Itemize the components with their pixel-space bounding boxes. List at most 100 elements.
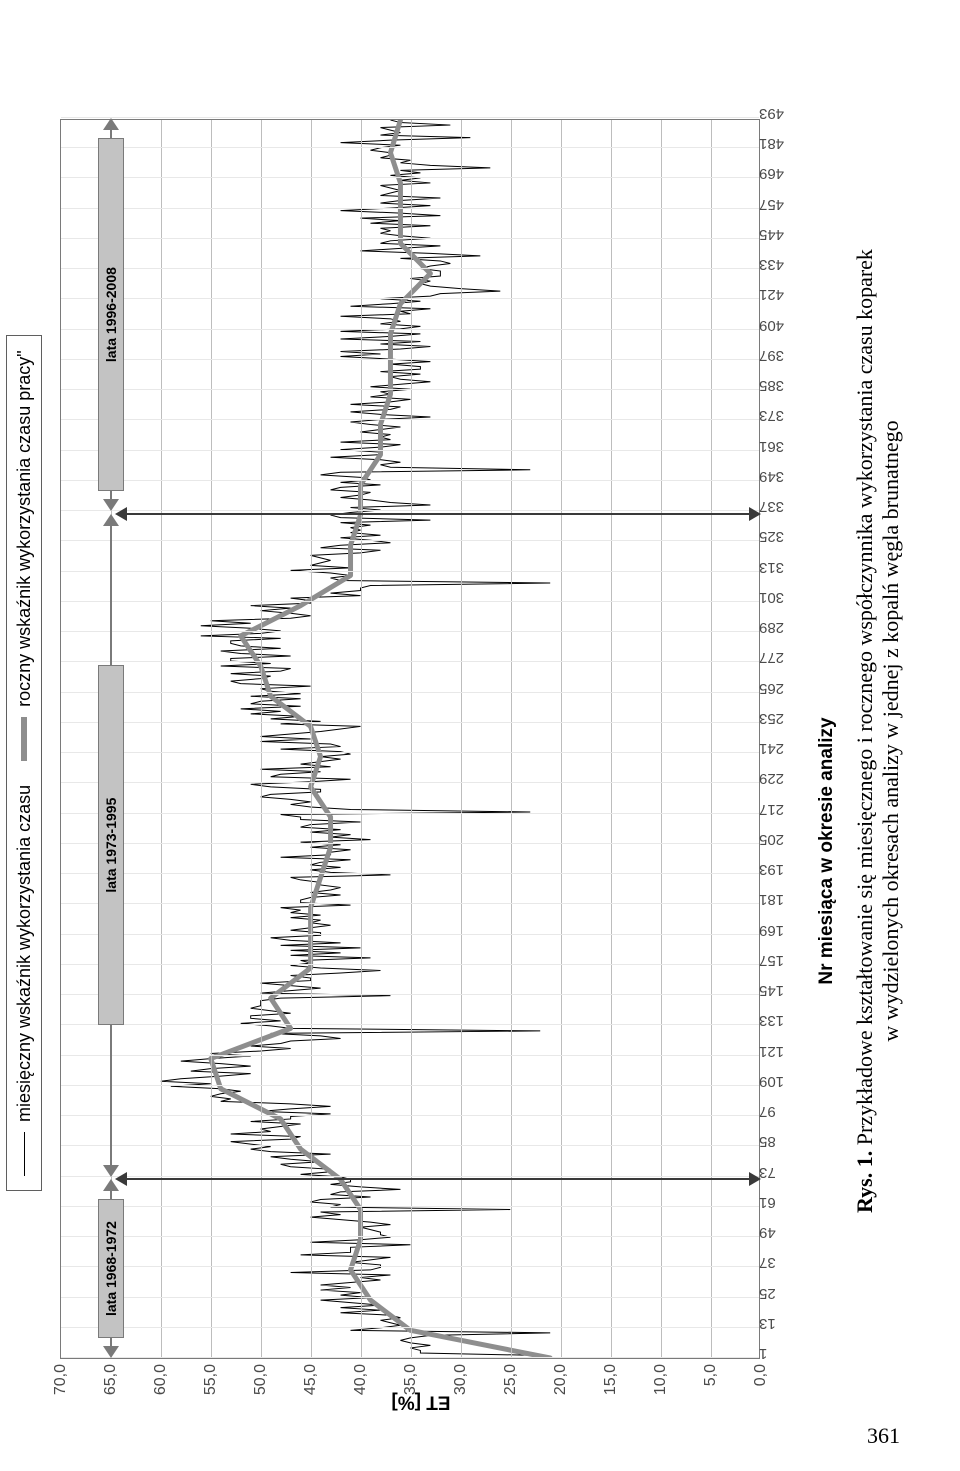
legend-swatch-thin bbox=[24, 1132, 25, 1176]
gridline-h bbox=[661, 120, 662, 1358]
figure-caption: Rys. 1. Przykładowe kształtowanie się mi… bbox=[852, 201, 904, 1261]
y-tick-label: 30,0 bbox=[452, 1358, 470, 1395]
y-tick-label: 70,0 bbox=[52, 1358, 70, 1395]
legend-label-monthly: miesięczny wskaźnik wykorzystania czasu bbox=[14, 785, 35, 1122]
x-tick-label: 157 bbox=[759, 952, 784, 969]
gridline-v bbox=[61, 843, 759, 844]
x-tick-label: 457 bbox=[759, 196, 784, 213]
y-tick-label: 0,0 bbox=[752, 1358, 770, 1386]
gridline-v bbox=[61, 994, 759, 995]
legend-item-annual: roczny wskaźnik wykorzystania czasu prac… bbox=[14, 350, 35, 761]
x-tick-label: 289 bbox=[759, 619, 784, 636]
caption-line1: Przykładowe kształtowanie się miesięczne… bbox=[852, 249, 877, 1145]
gridline-v bbox=[61, 419, 759, 420]
gridline-v bbox=[61, 1085, 759, 1086]
gridline-v bbox=[61, 117, 759, 118]
gridline-v bbox=[61, 450, 759, 451]
gridline-v bbox=[61, 1145, 759, 1146]
x-tick-label: 1 bbox=[759, 1345, 767, 1362]
gridline-v bbox=[61, 1327, 759, 1328]
y-tick-label: 10,0 bbox=[652, 1358, 670, 1395]
gridline-v bbox=[61, 480, 759, 481]
gridline-v bbox=[61, 208, 759, 209]
gridline-v bbox=[61, 1176, 759, 1177]
gridline-v bbox=[61, 389, 759, 390]
gridline-h bbox=[211, 120, 212, 1358]
arrow-head-right-icon bbox=[103, 118, 119, 130]
caption-prefix: Rys. 1. bbox=[852, 1151, 877, 1213]
period-label-box: lata 1996-2008 bbox=[98, 138, 124, 491]
x-tick-label: 229 bbox=[759, 770, 784, 787]
y-tick-label: 60,0 bbox=[152, 1358, 170, 1395]
plot-area: 0,05,010,015,020,025,030,035,040,045,050… bbox=[60, 119, 760, 1359]
x-tick-label: 481 bbox=[759, 135, 784, 152]
period-label-box: lata 1968-1972 bbox=[98, 1199, 124, 1338]
x-tick-label: 409 bbox=[759, 317, 784, 334]
x-tick-label: 217 bbox=[759, 801, 784, 818]
gridline-h bbox=[161, 120, 162, 1358]
x-tick-label: 13 bbox=[759, 1315, 776, 1332]
gridline-v bbox=[61, 540, 759, 541]
gridline-v bbox=[61, 873, 759, 874]
x-tick-label: 181 bbox=[759, 891, 784, 908]
gridline-v bbox=[61, 1236, 759, 1237]
arrow-head-down-icon bbox=[749, 507, 761, 521]
legend-item-monthly: miesięczny wskaźnik wykorzystania czasu bbox=[14, 785, 35, 1176]
x-tick-label: 265 bbox=[759, 680, 784, 697]
x-tick-label: 25 bbox=[759, 1285, 776, 1302]
gridline-v bbox=[61, 964, 759, 965]
period-label-box: lata 1973-1995 bbox=[98, 665, 124, 1025]
gridline-v bbox=[61, 1266, 759, 1267]
gridline-v bbox=[61, 1115, 759, 1116]
gridline-v bbox=[61, 1206, 759, 1207]
gridline-v bbox=[61, 661, 759, 662]
x-tick-label: 49 bbox=[759, 1224, 776, 1241]
gridline-v bbox=[61, 1055, 759, 1056]
arrow-head-left-icon bbox=[103, 1346, 119, 1358]
y-tick-label: 50,0 bbox=[252, 1358, 270, 1395]
gridline-v bbox=[61, 238, 759, 239]
gridline-h bbox=[511, 120, 512, 1358]
x-tick-label: 109 bbox=[759, 1073, 784, 1090]
x-tick-label: 301 bbox=[759, 589, 784, 606]
gridline-v bbox=[61, 268, 759, 269]
arrow-head-up-icon bbox=[115, 507, 127, 521]
y-axis-label: ET [%] bbox=[391, 1390, 450, 1412]
y-tick-label: 5,0 bbox=[702, 1358, 720, 1386]
caption-line2: w wydzielonych okresach analizy w jednej… bbox=[878, 201, 904, 1261]
x-tick-label: 253 bbox=[759, 710, 784, 727]
x-tick-label: 421 bbox=[759, 286, 784, 303]
gridline-v bbox=[61, 601, 759, 602]
gridline-v bbox=[61, 813, 759, 814]
gridline-v bbox=[61, 147, 759, 148]
gridline-v bbox=[61, 903, 759, 904]
x-tick-label: 73 bbox=[759, 1164, 776, 1181]
x-tick-label: 349 bbox=[759, 468, 784, 485]
gridline-v bbox=[61, 571, 759, 572]
x-tick-label: 37 bbox=[759, 1254, 776, 1271]
x-tick-label: 97 bbox=[759, 1103, 776, 1120]
x-tick-label: 493 bbox=[759, 105, 784, 122]
legend: miesięczny wskaźnik wykorzystania czasu … bbox=[6, 335, 42, 1191]
gridline-h bbox=[461, 120, 462, 1358]
gridline-h bbox=[311, 120, 312, 1358]
gridline-v bbox=[61, 934, 759, 935]
gridline-h bbox=[261, 120, 262, 1358]
x-tick-label: 469 bbox=[759, 166, 784, 183]
y-tick-label: 40,0 bbox=[352, 1358, 370, 1395]
y-tick-label: 55,0 bbox=[202, 1358, 220, 1395]
legend-label-annual: roczny wskaźnik wykorzystania czasu prac… bbox=[14, 350, 35, 707]
arrow-head-up-icon bbox=[115, 1172, 127, 1186]
x-tick-label: 445 bbox=[759, 226, 784, 243]
x-tick-label: 361 bbox=[759, 438, 784, 455]
gridline-h bbox=[411, 120, 412, 1358]
period-divider bbox=[125, 513, 751, 515]
y-tick-label: 65,0 bbox=[102, 1358, 120, 1395]
gridline-v bbox=[61, 1297, 759, 1298]
series-monthly bbox=[161, 120, 550, 1358]
x-tick-label: 145 bbox=[759, 982, 784, 999]
gridline-v bbox=[61, 692, 759, 693]
gridline-v bbox=[61, 298, 759, 299]
gridline-v bbox=[61, 782, 759, 783]
gridline-h bbox=[561, 120, 562, 1358]
